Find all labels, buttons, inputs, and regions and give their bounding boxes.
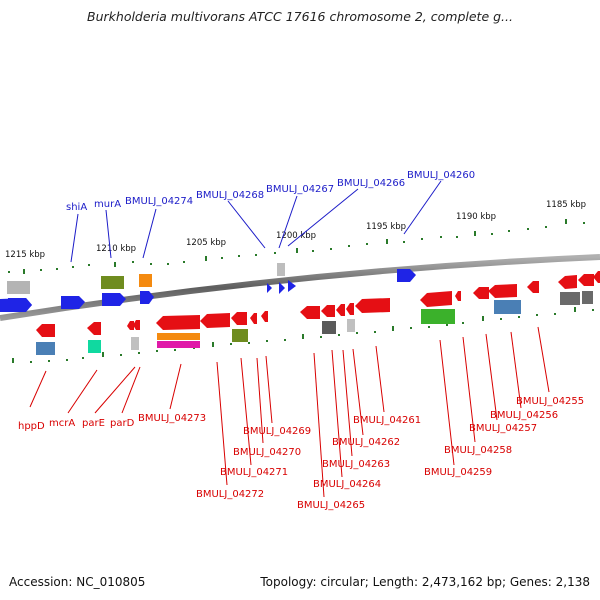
gene-arrow xyxy=(397,269,416,282)
gene-label: BMULJ_04267 xyxy=(266,184,334,195)
gene-label: BMULJ_04273 xyxy=(138,413,206,424)
feature-boxes xyxy=(7,263,593,355)
ruler-label: 1205 kbp xyxy=(186,238,226,248)
gene-label: shiA xyxy=(66,202,87,213)
gene-arrow xyxy=(473,287,489,299)
gene-label: parD xyxy=(110,418,135,429)
gene-arrow xyxy=(355,298,390,313)
gene-label: BMULJ_04272 xyxy=(196,489,264,500)
gene-arrow xyxy=(288,280,296,292)
ruler-label: 1215 kbp xyxy=(5,250,45,260)
bottom-labels: hppD mcrA parE parD BMULJ_04273 BMULJ_04… xyxy=(18,396,584,511)
gene-arrow xyxy=(300,306,320,319)
inner-tick-dots xyxy=(12,307,594,363)
gene-label: BMULJ_04262 xyxy=(332,437,400,448)
gene-arrow xyxy=(578,274,594,286)
ruler-label: 1190 kbp xyxy=(456,212,496,222)
outer-tick-dots xyxy=(8,219,585,274)
accession-text: Accession: NC_010805 xyxy=(9,575,146,589)
callout-lines xyxy=(29,180,550,498)
gene-label: BMULJ_04255 xyxy=(516,396,584,407)
gene-label: BMULJ_04257 xyxy=(469,423,537,434)
map-title: Burkholderia multivorans ATCC 17616 chro… xyxy=(87,9,513,24)
forward-genes xyxy=(0,269,416,312)
gene-arrow xyxy=(321,305,335,317)
gene-arrow xyxy=(61,296,85,309)
gene-label: BMULJ_04263 xyxy=(322,459,390,470)
top-labels: shiA murA BMULJ_04274 BMULJ_04268 BMULJ_… xyxy=(66,170,475,213)
gene-arrow xyxy=(488,284,517,298)
gene-label: BMULJ_04259 xyxy=(424,467,492,478)
gene-arrow xyxy=(261,311,268,322)
gene-label: BMULJ_04268 xyxy=(196,190,264,201)
gene-arrow xyxy=(593,271,600,283)
gene-arrow xyxy=(455,291,461,301)
gene-arrow xyxy=(102,293,126,306)
gene-arrow xyxy=(558,275,577,289)
gene-arrow xyxy=(231,312,247,325)
ruler-label: 1210 kbp xyxy=(96,244,136,254)
gene-label: BMULJ_04266 xyxy=(337,178,405,189)
gene-label: BMULJ_04274 xyxy=(125,196,193,207)
gene-arrow xyxy=(87,322,101,335)
gene-arrow xyxy=(133,320,140,330)
gene-label: BMULJ_04256 xyxy=(490,410,558,421)
gene-label: mcrA xyxy=(49,418,75,429)
ruler-labels: 1215 kbp 1210 kbp 1205 kbp 1200 kbp 1195… xyxy=(5,200,586,260)
gene-arrow xyxy=(336,304,345,316)
gene-label: murA xyxy=(94,199,121,210)
gene-arrow xyxy=(250,313,257,324)
ruler-label: 1195 kbp xyxy=(366,222,406,232)
gene-arrow xyxy=(267,283,272,293)
gene-arrow xyxy=(527,281,539,293)
gene-arrow xyxy=(140,291,154,304)
gene-arrow xyxy=(200,313,230,328)
gene-label: BMULJ_04271 xyxy=(220,467,288,478)
gene-label: BMULJ_04264 xyxy=(313,479,381,490)
gene-arrow xyxy=(346,303,354,315)
ruler-label: 1185 kbp xyxy=(546,200,586,210)
gene-arrow xyxy=(127,321,134,330)
gene-label: BMULJ_04258 xyxy=(444,445,512,456)
gene-label: hppD xyxy=(18,421,45,432)
gene-label: BMULJ_04270 xyxy=(233,447,301,458)
chromosome-backbone xyxy=(0,254,600,321)
gene-arrow xyxy=(279,282,285,294)
gene-label: BMULJ_04260 xyxy=(407,170,475,181)
gene-label: BMULJ_04261 xyxy=(353,415,421,426)
gene-arrow xyxy=(156,315,200,330)
gene-arrow xyxy=(8,298,32,311)
ruler-label: 1200 kbp xyxy=(276,231,316,241)
genome-stats-text: Topology: circular; Length: 2,473,162 bp… xyxy=(260,575,590,589)
gene-label: parE xyxy=(82,418,105,429)
gene-arrow xyxy=(36,324,55,337)
gene-label: BMULJ_04265 xyxy=(297,500,365,511)
gene-label: BMULJ_04269 xyxy=(243,426,311,437)
reverse-genes xyxy=(36,271,600,337)
gene-arrow xyxy=(420,291,452,307)
